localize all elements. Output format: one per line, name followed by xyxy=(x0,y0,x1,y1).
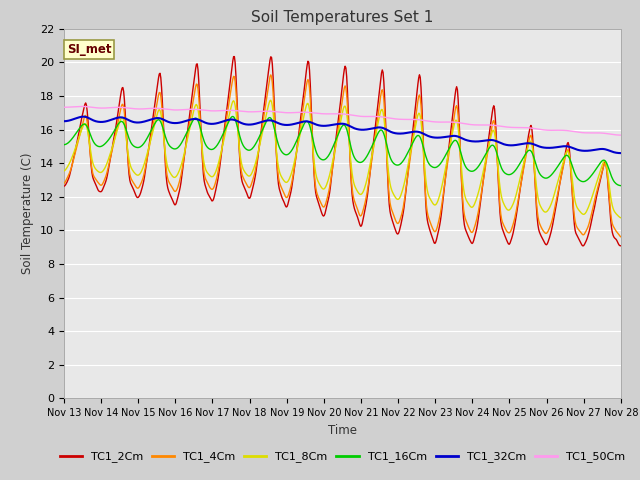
Title: Soil Temperatures Set 1: Soil Temperatures Set 1 xyxy=(252,10,433,25)
Legend: TC1_2Cm, TC1_4Cm, TC1_8Cm, TC1_16Cm, TC1_32Cm, TC1_50Cm: TC1_2Cm, TC1_4Cm, TC1_8Cm, TC1_16Cm, TC1… xyxy=(55,447,630,467)
X-axis label: Time: Time xyxy=(328,424,357,437)
Y-axis label: Soil Temperature (C): Soil Temperature (C) xyxy=(22,153,35,275)
Text: SI_met: SI_met xyxy=(67,43,111,56)
